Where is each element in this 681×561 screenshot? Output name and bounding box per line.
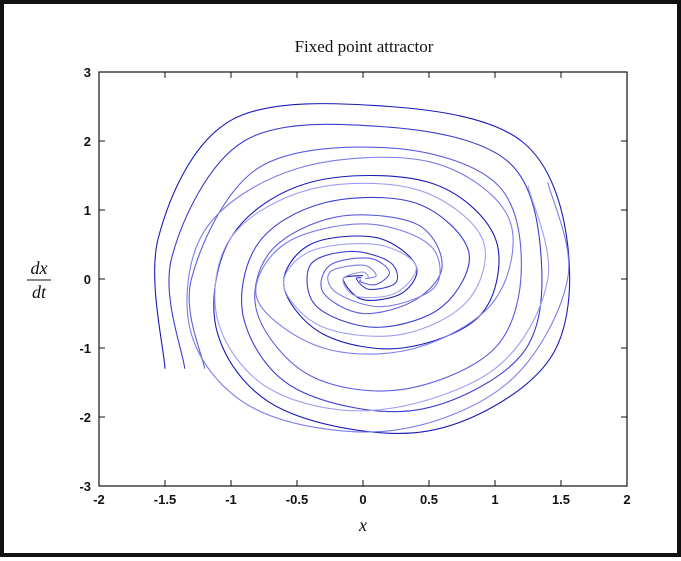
trajectory-line bbox=[214, 182, 550, 412]
y-tick-label: -3 bbox=[79, 479, 91, 494]
x-tick-label: 2 bbox=[623, 492, 630, 507]
x-tick-label: 0.5 bbox=[420, 492, 438, 507]
trajectory-line bbox=[168, 123, 543, 413]
x-tick-label: -2 bbox=[93, 492, 105, 507]
chart-title: Fixed point attractor bbox=[295, 37, 434, 56]
fixed-point-marker bbox=[360, 276, 366, 282]
x-tick-label: -1.5 bbox=[154, 492, 176, 507]
y-tick-label: -1 bbox=[79, 341, 91, 356]
trajectory-curves bbox=[154, 103, 571, 434]
axis-ticks bbox=[98, 71, 628, 487]
y-axis-label-denominator: dt bbox=[32, 282, 47, 302]
x-tick-label: -0.5 bbox=[286, 492, 308, 507]
y-tick-label: -2 bbox=[79, 410, 91, 425]
x-tick-label: 1.5 bbox=[552, 492, 570, 507]
phase-portrait-chart: Fixed point attractor -2 -1.5 -1 -0.5 0 0.5 1 1… bbox=[27, 37, 631, 535]
trajectory-line bbox=[186, 156, 570, 433]
y-tick-label: 1 bbox=[84, 203, 91, 218]
y-tick-labels: -3 -2 -1 0 1 2 3 bbox=[79, 65, 91, 494]
trajectory-line bbox=[188, 146, 522, 392]
x-tick-labels: -2 -1.5 -1 -0.5 0 0.5 1 1.5 2 bbox=[93, 492, 630, 507]
y-axis-label-numerator: dx bbox=[31, 258, 48, 278]
x-axis-label: x bbox=[358, 515, 367, 535]
y-tick-label: 3 bbox=[84, 65, 91, 80]
x-tick-label: 0 bbox=[359, 492, 366, 507]
x-tick-label: 1 bbox=[491, 492, 498, 507]
y-axis-label: dx dt bbox=[27, 258, 51, 302]
y-tick-label: 0 bbox=[84, 272, 91, 287]
trajectory-line bbox=[154, 103, 571, 434]
x-tick-label: -1 bbox=[225, 492, 237, 507]
y-tick-label: 2 bbox=[84, 134, 91, 149]
